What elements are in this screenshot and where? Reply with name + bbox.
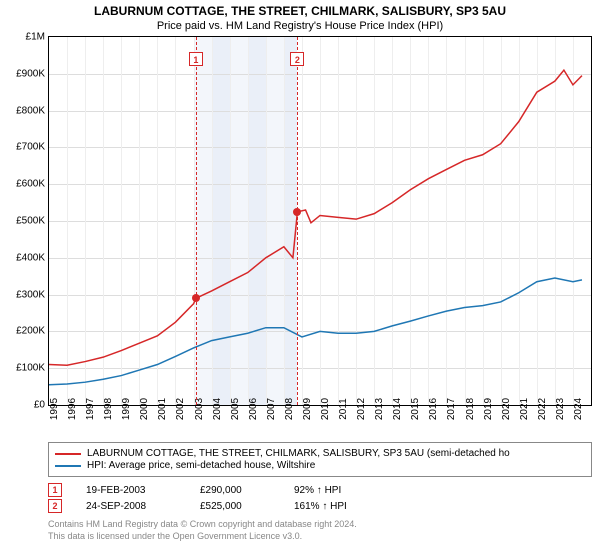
event-date: 19-FEB-2003	[86, 485, 176, 496]
x-tick-label: 2006	[248, 398, 259, 420]
y-tick-label: £500K	[16, 216, 45, 227]
event-marker: 2	[290, 52, 304, 66]
x-tick-label: 2014	[392, 398, 403, 420]
x-tick-label: 2020	[501, 398, 512, 420]
x-tick-label: 2008	[284, 398, 295, 420]
x-tick-label: 2012	[356, 398, 367, 420]
legend-row: HPI: Average price, semi-detached house,…	[55, 460, 585, 471]
y-tick-label: £1M	[26, 32, 45, 43]
event-date: 24-SEP-2008	[86, 501, 176, 512]
y-tick-label: £200K	[16, 326, 45, 337]
y-tick-label: £300K	[16, 289, 45, 300]
sale-point	[192, 294, 200, 302]
x-tick-label: 1996	[67, 398, 78, 420]
event-pct: 92% ↑ HPI	[294, 485, 341, 496]
x-tick-label: 2023	[555, 398, 566, 420]
event-line	[196, 37, 197, 405]
y-tick-label: £600K	[16, 179, 45, 190]
x-tick-label: 2009	[302, 398, 313, 420]
x-tick-label: 1999	[121, 398, 132, 420]
legend-label: HPI: Average price, semi-detached house,…	[87, 460, 315, 471]
footer-line: This data is licensed under the Open Gov…	[48, 531, 592, 543]
x-tick-label: 1995	[49, 398, 60, 420]
x-tick-label: 1997	[85, 398, 96, 420]
y-tick-label: £100K	[16, 363, 45, 374]
legend-label: LABURNUM COTTAGE, THE STREET, CHILMARK, …	[87, 448, 510, 459]
event-price: £290,000	[200, 485, 270, 496]
x-tick-label: 1998	[103, 398, 114, 420]
x-tick-label: 2001	[157, 398, 168, 420]
legend-swatch	[55, 453, 81, 455]
x-tick-label: 2017	[446, 398, 457, 420]
event-row: 2 24-SEP-2008 £525,000 161% ↑ HPI	[48, 499, 592, 513]
event-price: £525,000	[200, 501, 270, 512]
event-marker-box: 2	[48, 499, 62, 513]
x-tick-label: 2011	[338, 398, 349, 420]
series-line-hpi	[49, 278, 582, 385]
x-tick-label: 2021	[519, 398, 530, 420]
x-tick-label: 2019	[483, 398, 494, 420]
x-tick-label: 2015	[410, 398, 421, 420]
x-tick-label: 2002	[175, 398, 186, 420]
legend-swatch	[55, 465, 81, 467]
y-tick-label: £800K	[16, 105, 45, 116]
x-tick-label: 2024	[573, 398, 584, 420]
y-tick-label: £0	[34, 400, 45, 411]
legend-row: LABURNUM COTTAGE, THE STREET, CHILMARK, …	[55, 448, 585, 459]
x-tick-label: 2010	[320, 398, 331, 420]
chart-container: LABURNUM COTTAGE, THE STREET, CHILMARK, …	[0, 0, 600, 560]
x-tick-label: 2018	[465, 398, 476, 420]
x-tick-label: 2016	[428, 398, 439, 420]
event-row: 1 19-FEB-2003 £290,000 92% ↑ HPI	[48, 483, 592, 497]
chart-svg	[49, 37, 591, 405]
event-marker-box: 1	[48, 483, 62, 497]
x-tick-label: 2013	[374, 398, 385, 420]
x-tick-label: 2005	[230, 398, 241, 420]
chart-plot-area: £0£100K£200K£300K£400K£500K£600K£700K£80…	[48, 36, 592, 406]
events-table: 1 19-FEB-2003 £290,000 92% ↑ HPI 2 24-SEP-200…	[48, 483, 592, 513]
x-tick-label: 2000	[139, 398, 150, 420]
legend-box: LABURNUM COTTAGE, THE STREET, CHILMARK, …	[48, 442, 592, 477]
y-tick-label: £900K	[16, 68, 45, 79]
x-tick-label: 2007	[266, 398, 277, 420]
chart-title: LABURNUM COTTAGE, THE STREET, CHILMARK, …	[0, 0, 600, 18]
series-line-property	[49, 70, 582, 365]
footer-line: Contains HM Land Registry data © Crown c…	[48, 519, 592, 531]
chart-subtitle: Price paid vs. HM Land Registry's House …	[0, 18, 600, 36]
x-tick-label: 2004	[212, 398, 223, 420]
sale-point	[293, 208, 301, 216]
footer-attribution: Contains HM Land Registry data © Crown c…	[48, 519, 592, 542]
event-pct: 161% ↑ HPI	[294, 501, 347, 512]
y-tick-label: £700K	[16, 142, 45, 153]
x-tick-label: 2022	[537, 398, 548, 420]
event-marker: 1	[189, 52, 203, 66]
y-tick-label: £400K	[16, 252, 45, 263]
event-line	[297, 37, 298, 405]
